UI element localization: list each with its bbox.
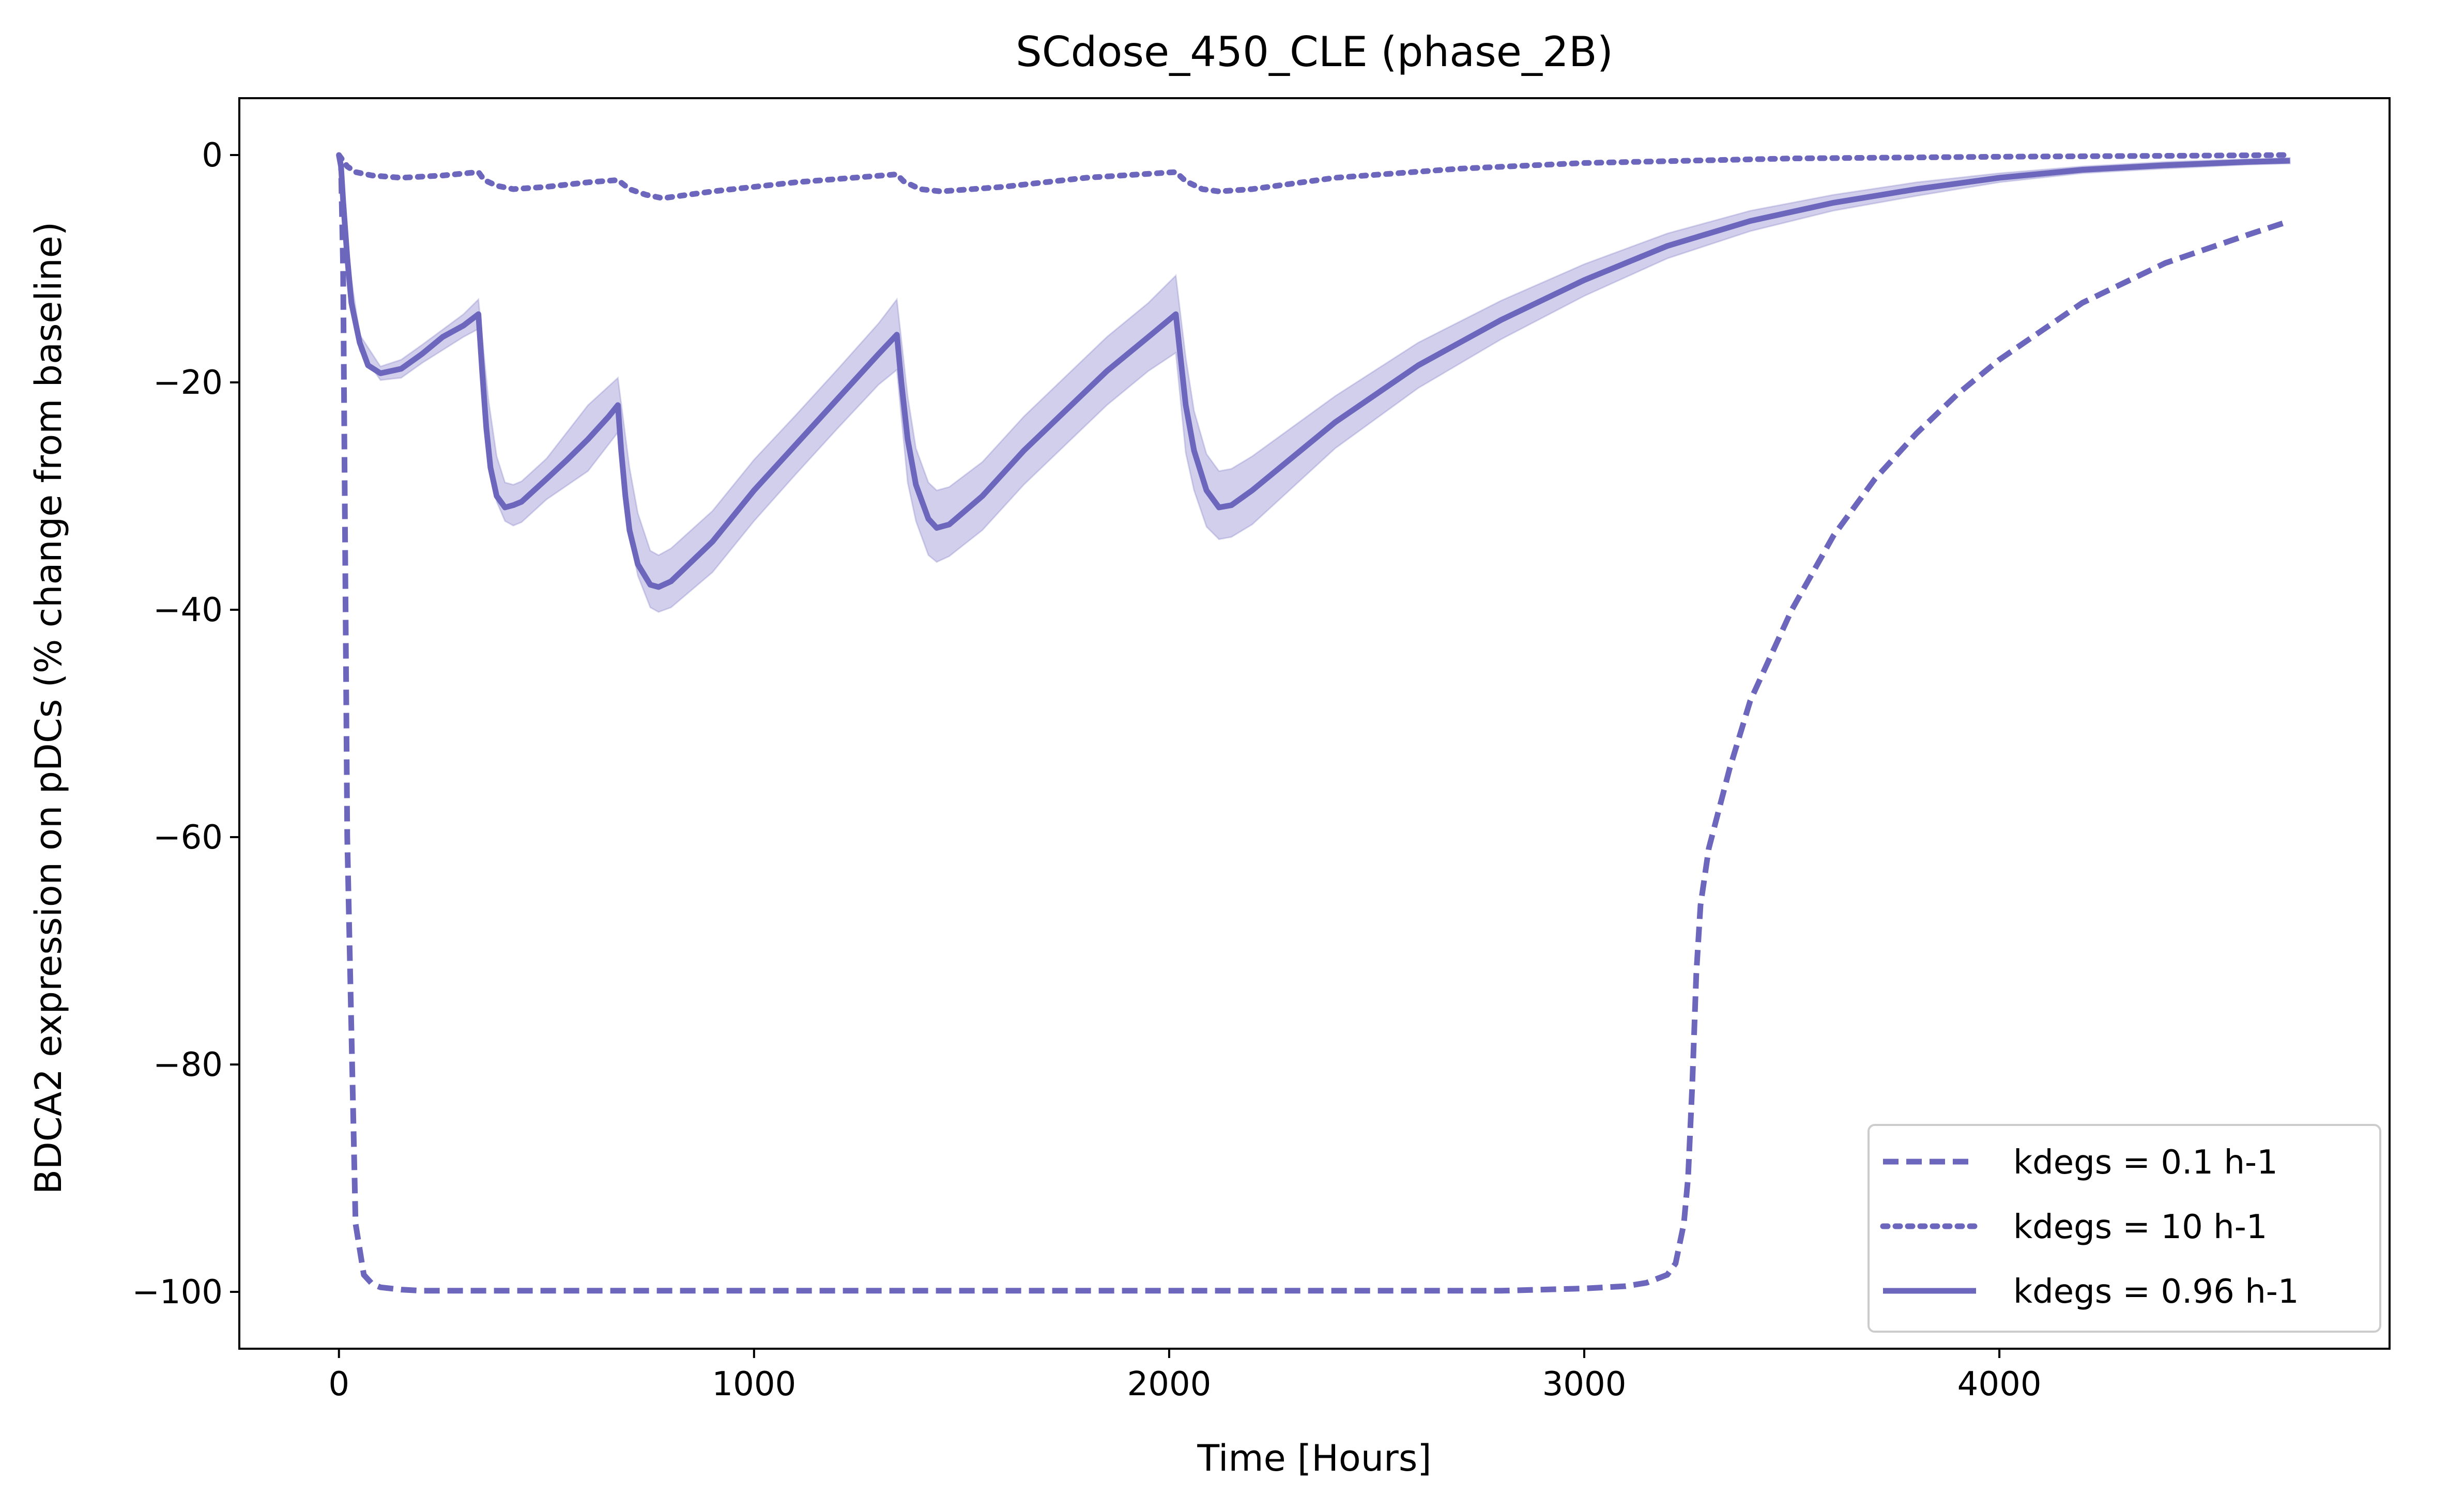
chart-title: SCdose_450_CLE (phase_2B) [1016,28,1613,76]
legend-label: kdegs = 0.96 h-1 [2013,1273,2299,1311]
x-tick-label: 1000 [712,1365,796,1403]
y-tick-label: −60 [153,819,223,857]
y-axis: 0 −20 −40 −60 −80 −100 [132,136,239,1312]
series-line-kdegs-0-96-h-1 [336,154,2290,590]
y-tick-label: −80 [153,1046,223,1084]
legend: kdegs = 0.1 h-1 kdegs = 10 h-1 kdegs = 0.9… [1868,1124,2381,1333]
y-tick-label: −20 [153,364,223,402]
y-axis-label: BDCA2 expression on pDCs (% change from … [27,222,70,1194]
y-tick-label: 0 [202,136,223,175]
series-line-kdegs-10-h-1 [336,152,2293,202]
x-tick-label: 2000 [1127,1365,1211,1403]
y-tick-label: −40 [153,591,223,629]
plot-frame [238,97,2391,1350]
series-line-kdegs-0-1-h-1 [336,154,2291,1294]
series-layer [336,152,2293,1294]
legend-label: kdegs = 10 h-1 [2013,1208,2268,1246]
x-axis: 0 1000 2000 3000 4000 [328,1349,2042,1403]
x-axis-label: Time [Hours] [1197,1437,1431,1479]
legend-label: kdegs = 0.1 h-1 [2013,1144,2278,1182]
legend-box [1868,1124,2381,1333]
x-tick-label: 3000 [1542,1365,1627,1403]
y-tick-label: −100 [132,1273,223,1312]
x-tick-label: 4000 [1957,1365,2042,1403]
x-tick-label: 0 [328,1365,349,1403]
